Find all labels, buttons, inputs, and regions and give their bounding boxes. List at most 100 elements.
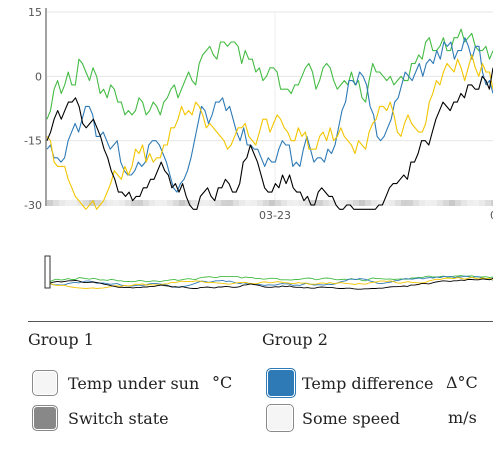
x-strip-cell xyxy=(131,200,137,206)
x-strip-cell xyxy=(431,200,437,206)
x-strip-cell xyxy=(89,200,95,206)
x-strip-cell xyxy=(401,200,407,206)
temp-under-sun-label: Temp under sun xyxy=(68,373,200,393)
temp-difference-label: Temp difference xyxy=(302,373,434,393)
x-strip-cell xyxy=(287,200,293,206)
x-strip-cell xyxy=(437,200,443,206)
x-strip-cell xyxy=(389,200,395,206)
x-strip-cell xyxy=(305,200,311,206)
x-tick-label: 03-23 xyxy=(259,209,291,222)
x-strip-cell xyxy=(413,200,419,206)
x-strip-cell xyxy=(311,200,317,206)
x-strip-cell xyxy=(203,200,209,206)
x-strip-cell xyxy=(359,200,365,206)
x-strip-cell xyxy=(365,200,371,206)
x-strip-cell xyxy=(233,200,239,206)
y-tick-labels: 15 0 -15 -30 xyxy=(24,6,42,212)
x-strip-cell xyxy=(377,200,383,206)
temp-under-sun-swatch[interactable] xyxy=(32,370,58,396)
x-strip-cell xyxy=(299,200,305,206)
navigator-handle[interactable] xyxy=(44,255,51,289)
x-strip-cell xyxy=(419,200,425,206)
legend-item-some-speed[interactable]: Some speed xyxy=(266,403,400,433)
x-strip-cell xyxy=(125,200,131,206)
x-strip-cell xyxy=(197,200,203,206)
x-strip-cell xyxy=(479,200,485,206)
temp-difference-swatch[interactable] xyxy=(266,368,296,398)
legend: Group 1 Group 2 Temp under sun °C Switch… xyxy=(0,318,493,450)
temp-difference-unit: Δ°C xyxy=(446,373,478,392)
x-strip-cell xyxy=(353,200,359,206)
x-strip-cell xyxy=(371,200,377,206)
x-strip-cell xyxy=(221,200,227,206)
x-strip-cell xyxy=(449,200,455,206)
switch-state-label: Switch state xyxy=(68,408,169,428)
x-strip-cell xyxy=(59,200,65,206)
x-strip-cell xyxy=(395,200,401,206)
group-2-title: Group 2 xyxy=(262,330,328,349)
x-strip-cell xyxy=(191,200,197,206)
x-strip-cell xyxy=(185,200,191,206)
x-strip-cell xyxy=(65,200,71,206)
legend-item-temp-difference[interactable]: Temp difference xyxy=(266,368,433,398)
chart: 15 0 -15 -30 03-23 0 xyxy=(24,6,493,290)
x-strip-cell xyxy=(473,200,479,206)
x-strip-cell xyxy=(227,200,233,206)
x-strip-cell xyxy=(167,200,173,206)
navigator-lines xyxy=(46,275,493,290)
x-strip-cell xyxy=(485,200,491,206)
x-strip-cell xyxy=(77,200,83,206)
x-axis-strip xyxy=(47,200,493,206)
series-line-temp-difference[interactable] xyxy=(46,37,493,193)
x-strip-cell xyxy=(149,200,155,206)
legend-item-temp-under-sun[interactable]: Temp under sun xyxy=(32,368,199,398)
x-strip-cell xyxy=(119,200,125,206)
main-plot-lines xyxy=(46,28,493,210)
legend-item-switch-state[interactable]: Switch state xyxy=(32,403,169,433)
x-strip-cell xyxy=(323,200,329,206)
x-strip-cell xyxy=(137,200,143,206)
x-strip-cell xyxy=(269,200,275,206)
x-strip-cell xyxy=(275,200,281,206)
y-tick-label: 0 xyxy=(35,70,42,83)
x-strip-cell xyxy=(383,200,389,206)
some-speed-label: Some speed xyxy=(302,408,400,428)
navigator-line-some-speed xyxy=(46,276,493,289)
x-strip-cell xyxy=(161,200,167,206)
x-strip-cell xyxy=(83,200,89,206)
x-strip-cell xyxy=(281,200,287,206)
some-speed-unit: m/s xyxy=(448,408,477,427)
x-strip-cell xyxy=(341,200,347,206)
x-strip-cell xyxy=(455,200,461,206)
navigator-line-switch-state xyxy=(46,277,493,290)
series-line-switch-state[interactable] xyxy=(46,67,493,210)
x-strip-cell xyxy=(245,200,251,206)
navigator-line-temp-under-sun xyxy=(46,275,493,283)
x-strip-cell xyxy=(443,200,449,206)
x-strip-cell xyxy=(329,200,335,206)
y-tick-label: 15 xyxy=(28,6,42,19)
x-strip-cell xyxy=(461,200,467,206)
x-strip-cell xyxy=(209,200,215,206)
series-line-some-speed[interactable] xyxy=(46,54,493,210)
x-strip-cell xyxy=(491,200,493,206)
switch-state-swatch[interactable] xyxy=(32,405,58,431)
navigator-line-temp-difference xyxy=(46,275,493,288)
x-tick-label-right: 0 xyxy=(490,209,493,222)
y-tick-label: -15 xyxy=(24,135,42,148)
x-strip-cell xyxy=(179,200,185,206)
x-strip-cell xyxy=(335,200,341,206)
x-strip-cell xyxy=(53,200,59,206)
legend-divider xyxy=(28,321,493,322)
x-strip-cell xyxy=(173,200,179,206)
x-strip-cell xyxy=(257,200,263,206)
series-line-temp-under-sun[interactable] xyxy=(46,28,493,120)
x-strip-cell xyxy=(215,200,221,206)
x-strip-cell xyxy=(239,200,245,206)
x-strip-cell xyxy=(71,200,77,206)
x-strip-cell xyxy=(143,200,149,206)
temp-under-sun-unit: °C xyxy=(212,373,233,392)
some-speed-swatch[interactable] xyxy=(266,404,294,432)
x-strip-cell xyxy=(101,200,107,206)
x-strip-cell xyxy=(155,200,161,206)
